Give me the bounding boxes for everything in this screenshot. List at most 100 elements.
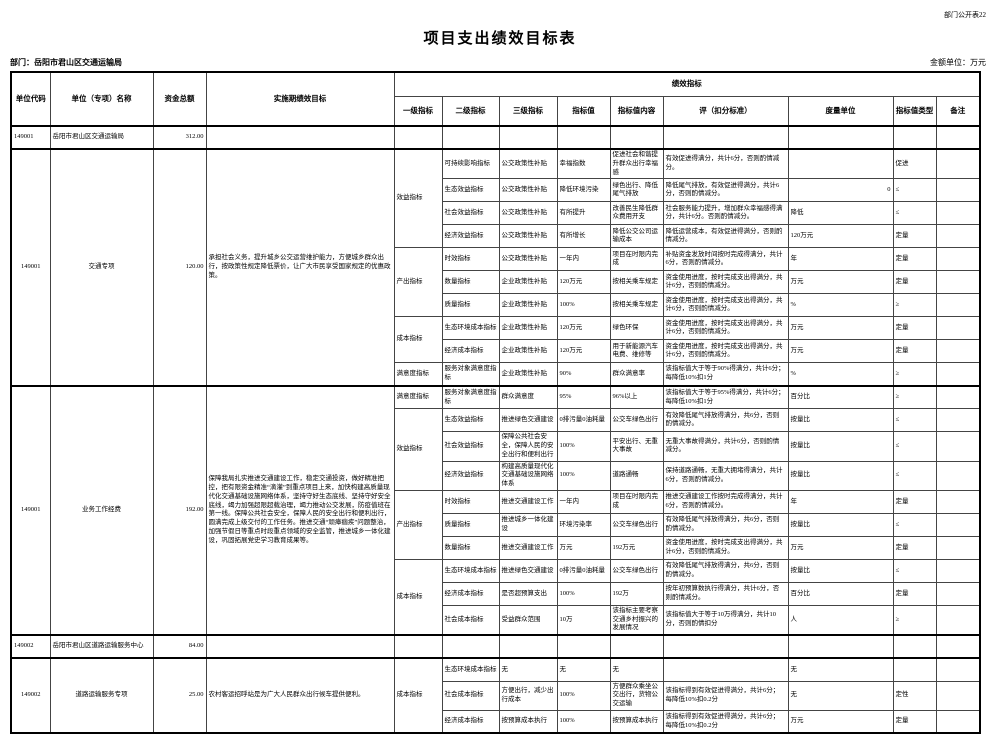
header-cell: 绩效指标	[393, 71, 981, 97]
table-cell: 社会成本指标	[441, 680, 500, 711]
table-cell: 100%	[556, 709, 611, 734]
table-cell: 万元	[787, 270, 894, 295]
table-cell	[498, 634, 558, 659]
table-cell: 产出指标	[393, 247, 443, 318]
table-cell	[935, 224, 981, 249]
table-cell	[935, 247, 981, 272]
amount-unit-label: 金额单位：万元	[930, 58, 986, 67]
table-cell	[498, 125, 558, 150]
table-cell	[205, 634, 395, 659]
table-cell: 该指标得到有效促进得满分，共计6分；每降低10%扣0.2分	[662, 680, 789, 711]
table-cell: 幸福指数	[556, 148, 611, 180]
table-cell: 0	[787, 178, 894, 203]
table-cell	[662, 657, 789, 682]
header-cell: 资金总额	[152, 71, 207, 127]
table-cell: 公交政策性补贴	[498, 247, 558, 272]
department-label: 部门：岳阳市君山区交通运输局	[10, 58, 122, 67]
table-cell: 年	[787, 489, 894, 514]
table-cell: 定量	[892, 339, 937, 364]
table-cell: 定量	[892, 224, 937, 249]
table-cell: 资金使用进度，按时完成支出得满分，共计6分，否则酌情减分。	[662, 316, 789, 341]
table-cell: 社会效益指标	[441, 201, 500, 226]
table-cell: 项目在时限内完成	[609, 489, 664, 514]
header-cell: 备注	[935, 95, 981, 127]
table-cell: 无	[498, 657, 558, 682]
table-cell: 该指标得到有效促进得满分，共计6分；每降低10%扣0.2分	[662, 709, 789, 734]
table-cell: 百分比	[787, 384, 894, 410]
table-cell: 无	[556, 657, 611, 682]
header-cell: 评（扣分标准）	[662, 95, 789, 127]
table-cell: 有效降低尾气排放得满分，共6分，否则酌情减分。	[662, 408, 789, 433]
table-cell: 149001	[10, 384, 51, 636]
table-cell: 公交政策性补贴	[498, 224, 558, 249]
table-cell: 绿色环保	[609, 316, 664, 341]
table-cell: 按量比	[787, 558, 894, 583]
table-cell	[935, 362, 981, 387]
table-cell: 该指标值大于等于10万得满分，共计10分，否则酌情扣分	[662, 604, 789, 636]
table-cell: 百分比	[787, 581, 894, 606]
table-cell: ≥	[892, 384, 937, 410]
table-cell: 推进交通建设工作	[498, 489, 558, 514]
table-cell: ≤	[892, 512, 937, 537]
table-cell: 生态环境成本指标	[441, 558, 500, 583]
table-cell: 促进	[892, 148, 937, 180]
table-cell: 构建高质量现代化交通基础设施网络体系	[498, 460, 558, 491]
table-cell: 资金使用进度，按时完成支出得满分，共计6分，否则酌情减分。	[662, 293, 789, 318]
table-cell: 无	[787, 657, 894, 682]
header-cell: 指标值内容	[609, 95, 664, 127]
table-cell	[935, 657, 981, 682]
table-cell	[892, 657, 937, 682]
table-cell: 社会服务能力提升，增加群众幸福感得满分，共计6分。否则酌情减分。	[662, 201, 789, 226]
table-cell: 保持道路通畅，无重大拥堵得满分，共计6分，否则酌情减分。	[662, 460, 789, 491]
table-cell	[935, 634, 981, 659]
table-cell: 服务对象满意度指标	[441, 384, 500, 410]
table-cell: 万元	[556, 535, 611, 560]
table-cell: ≥	[892, 604, 937, 636]
table-cell: 群众满意率	[609, 362, 664, 387]
table-cell: 无	[609, 657, 664, 682]
table-cell: 149001	[10, 148, 51, 387]
table-cell: 社会成本指标	[441, 604, 500, 636]
table-cell: 149002	[10, 634, 51, 659]
table-cell: 岳阳市君山区交通运输局	[49, 125, 154, 150]
table-cell: 经济成本指标	[441, 339, 500, 364]
page-title: 项目支出绩效目标表	[423, 31, 577, 47]
table-cell	[935, 316, 981, 341]
table-cell: 149002	[10, 657, 51, 734]
table-cell: 有效降低尾气排放得满分，共6分，否则酌情减分。	[662, 512, 789, 537]
table-cell	[892, 125, 937, 150]
table-cell: 一年内	[556, 247, 611, 272]
table-cell: 岳阳市君山区道路运输服务中心	[49, 634, 154, 659]
table-cell: 0排污量0油耗量	[556, 558, 611, 583]
table-cell: 192万	[609, 581, 664, 606]
table-cell: 质量指标	[441, 293, 500, 318]
table-cell: 100%	[556, 581, 611, 606]
table-cell	[935, 460, 981, 491]
table-cell: 环境污染率	[556, 512, 611, 537]
table-cell: 一年内	[556, 489, 611, 514]
table-cell: 定量	[892, 247, 937, 272]
table-cell: 25.00	[152, 657, 207, 734]
table-cell: 120.00	[152, 148, 207, 387]
table-cell: 公交政策性补贴	[498, 148, 558, 180]
table-cell: 业务工作经费	[49, 384, 154, 636]
table-cell: 无重大事故得满分，共计6分，否则酌情减分。	[662, 431, 789, 462]
table-cell	[787, 125, 894, 150]
table-cell: ≥	[892, 293, 937, 318]
table-cell: 万元	[787, 535, 894, 560]
table-cell	[935, 148, 981, 180]
table-cell: 10万	[556, 604, 611, 636]
table-cell	[662, 634, 789, 659]
table-cell: 有所提升	[556, 201, 611, 226]
table-cell: 是否超预算支出	[498, 581, 558, 606]
table-cell: 95%	[556, 384, 611, 410]
header-cell: 指标值	[556, 95, 611, 127]
header-cell: 三级指标	[498, 95, 558, 127]
table-cell: 按量比	[787, 512, 894, 537]
performance-target-table: 单位代码 单位（专项）名称 资金总额 实施期绩效目标 绩效指标 一级指标 二级指标 三级指标指…	[10, 71, 982, 734]
table-cell: 按量比	[787, 460, 894, 491]
table-cell: 该指标值大于等于95%得满分，共计6分；每降低10%扣1分	[662, 384, 789, 410]
table-cell	[935, 408, 981, 433]
header-cell: 一级指标	[393, 95, 443, 127]
